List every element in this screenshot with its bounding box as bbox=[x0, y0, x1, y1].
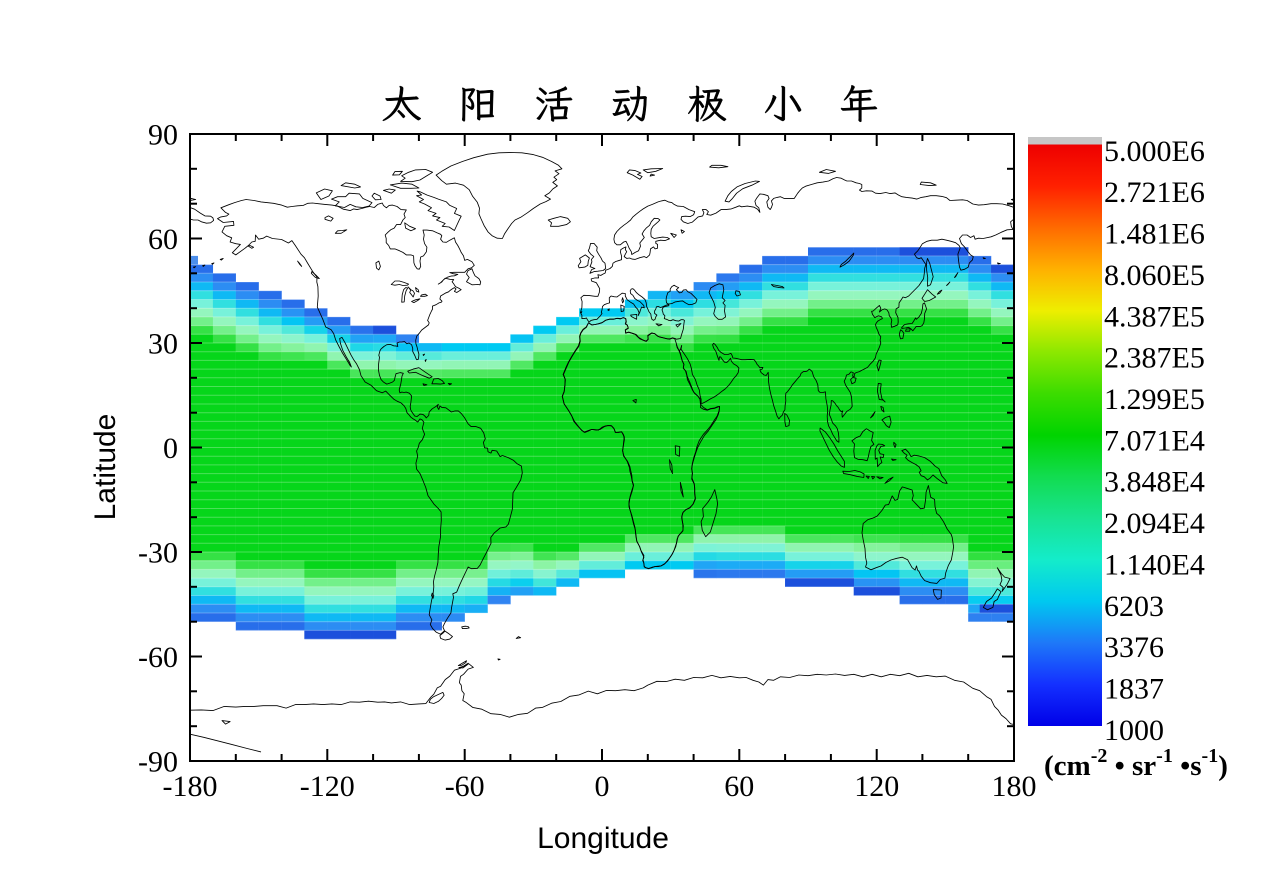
svg-text:1837: 1837 bbox=[1104, 673, 1164, 706]
svg-text:7.071E4: 7.071E4 bbox=[1104, 424, 1205, 457]
svg-text:60: 60 bbox=[148, 223, 178, 256]
svg-text:Latitude: Latitude bbox=[89, 414, 122, 521]
svg-text:90: 90 bbox=[148, 119, 178, 152]
svg-text:8.060E5: 8.060E5 bbox=[1104, 259, 1205, 292]
svg-text:180: 180 bbox=[992, 770, 1037, 803]
svg-text:1.481E6: 1.481E6 bbox=[1104, 218, 1205, 251]
svg-text:-180: -180 bbox=[163, 770, 218, 803]
svg-text:-120: -120 bbox=[300, 770, 355, 803]
svg-text:1.140E4: 1.140E4 bbox=[1104, 548, 1205, 581]
svg-text:0: 0 bbox=[163, 432, 178, 465]
svg-text:2.387E5: 2.387E5 bbox=[1104, 342, 1205, 375]
svg-text:2.094E4: 2.094E4 bbox=[1104, 507, 1205, 540]
svg-text:1000: 1000 bbox=[1104, 714, 1164, 747]
svg-text:60: 60 bbox=[724, 770, 754, 803]
svg-text:3376: 3376 bbox=[1104, 631, 1164, 664]
svg-text:3.848E4: 3.848E4 bbox=[1104, 466, 1205, 499]
svg-text:1.299E5: 1.299E5 bbox=[1104, 383, 1205, 416]
svg-text:2.721E6: 2.721E6 bbox=[1104, 176, 1205, 209]
svg-text:-60: -60 bbox=[138, 641, 178, 674]
svg-text:Longitude: Longitude bbox=[537, 822, 669, 855]
svg-text:(cm-2 • sr-1 •s-1): (cm-2 • sr-1 •s-1) bbox=[1044, 745, 1228, 782]
svg-text:-90: -90 bbox=[138, 746, 178, 779]
svg-text:5.000E6: 5.000E6 bbox=[1104, 135, 1205, 168]
svg-text:6203: 6203 bbox=[1104, 590, 1164, 623]
svg-text:-60: -60 bbox=[445, 770, 485, 803]
svg-text:120: 120 bbox=[854, 770, 899, 803]
svg-text:-30: -30 bbox=[138, 537, 178, 570]
svg-text:4.387E5: 4.387E5 bbox=[1104, 300, 1205, 333]
svg-text:30: 30 bbox=[148, 328, 178, 361]
svg-text:0: 0 bbox=[595, 770, 610, 803]
